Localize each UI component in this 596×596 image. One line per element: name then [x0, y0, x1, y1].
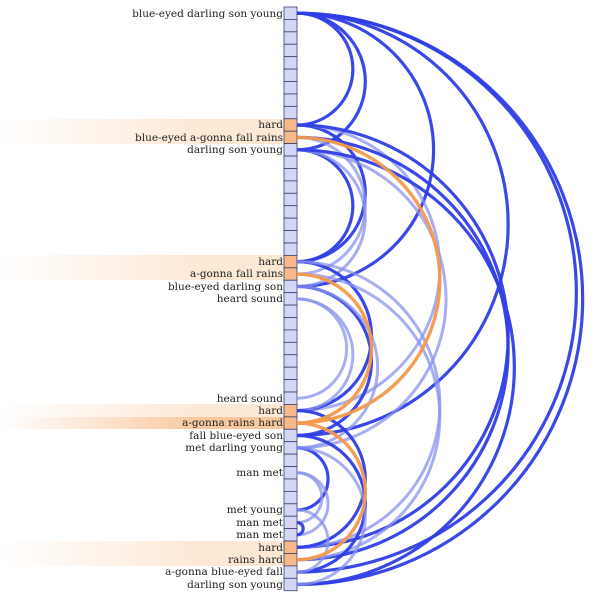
- row-cell: [283, 379, 298, 393]
- row-cell: [283, 416, 298, 430]
- row-cell: [283, 317, 298, 331]
- arc-blue: [296, 11, 436, 289]
- row-label: hard: [258, 255, 283, 268]
- row-cell: [283, 565, 298, 579]
- row-label: hard: [258, 404, 283, 417]
- row-cell: [283, 329, 298, 343]
- row-label: darling son young: [187, 578, 283, 591]
- row-cell: [283, 81, 298, 95]
- arc-light: [296, 471, 330, 537]
- row-cell: [283, 354, 298, 368]
- arc-blue: [296, 11, 355, 127]
- row-cell: [283, 279, 298, 294]
- row-cell: [283, 490, 298, 505]
- cell-column: [283, 6, 298, 592]
- highlight-band: [0, 553, 284, 566]
- row-cell: [283, 441, 298, 455]
- row-label: hard: [258, 541, 283, 554]
- row-cell: [283, 130, 298, 145]
- row-cell: [283, 56, 298, 70]
- row-cell: [283, 19, 298, 33]
- row-cell: [283, 6, 298, 20]
- row-cell: [283, 391, 298, 405]
- highlight-band: [0, 131, 284, 144]
- row-cell: [283, 528, 298, 542]
- row-cell: [283, 118, 298, 132]
- row-label: blue-eyed darling son: [167, 280, 283, 293]
- row-label: heard sound: [216, 392, 283, 405]
- highlight-band: [0, 404, 284, 417]
- arc-blue: [296, 148, 355, 264]
- row-label: hard: [258, 119, 283, 132]
- highlight-band: [0, 541, 284, 554]
- row-label: met darling young: [185, 442, 283, 455]
- row-cell: [283, 515, 298, 530]
- arc-blue: [296, 520, 305, 537]
- arc-light: [296, 446, 367, 587]
- arc-light: [296, 272, 442, 562]
- row-cell: [283, 217, 298, 231]
- row-cell: [283, 155, 298, 169]
- arc-blue: [296, 11, 585, 587]
- row-cell: [283, 453, 298, 467]
- row-label: a-gonna rains hard: [182, 417, 283, 430]
- arc-blue: [296, 135, 510, 562]
- row-label: blue-eyed darling son young: [132, 7, 283, 20]
- row-label: heard sound: [216, 293, 283, 306]
- row-cell: [283, 192, 298, 207]
- row-cell: [283, 143, 298, 157]
- row-cell: [283, 43, 298, 58]
- row-cell: [283, 341, 298, 356]
- row-label: man met: [236, 516, 283, 529]
- row-label: fall blue-eyed son: [189, 429, 283, 442]
- row-cell: [283, 478, 298, 492]
- highlight-band: [0, 416, 284, 430]
- row-cell: [283, 553, 298, 567]
- arc-blue: [296, 446, 330, 512]
- row-cell: [283, 205, 298, 219]
- row-cell: [283, 304, 298, 318]
- row-label: blue-eyed a-gonna fall rains: [135, 131, 283, 144]
- row-label: man met: [236, 467, 283, 480]
- row-cell: [283, 292, 298, 306]
- row-cell: [283, 428, 298, 443]
- row-cell: [283, 267, 298, 281]
- arc-orange: [296, 421, 368, 562]
- row-cell: [283, 540, 298, 554]
- row-cell: [283, 93, 298, 107]
- row-cell: [283, 68, 298, 82]
- row-cell: [283, 168, 298, 182]
- row-cell: [283, 577, 298, 592]
- highlight-band: [0, 255, 284, 268]
- row-cell: [283, 105, 298, 120]
- arc-light: [296, 148, 448, 450]
- arc-light: [296, 297, 355, 413]
- highlight-band: [0, 118, 284, 132]
- arc-light: [296, 297, 349, 400]
- row-label: met young: [226, 504, 283, 517]
- row-label: a-gonna fall rains: [190, 268, 283, 281]
- row-cell: [283, 366, 298, 380]
- row-cell: [283, 503, 298, 517]
- row-cell: [283, 254, 298, 269]
- arc-orange: [296, 272, 374, 425]
- arc-light: [296, 284, 380, 450]
- row-cell: [283, 242, 298, 256]
- row-cell: [283, 230, 298, 244]
- arc-light: [296, 508, 330, 574]
- arc-blue: [296, 148, 516, 587]
- arc-layer: [296, 11, 585, 587]
- row-label: a-gonna blue-eyed fall: [165, 566, 283, 579]
- row-label: rains hard: [228, 553, 283, 566]
- arc-orange: [296, 135, 442, 425]
- row-cell: [283, 466, 298, 480]
- row-label: darling son young: [187, 144, 283, 157]
- highlight-band: [0, 267, 284, 281]
- row-cell: [283, 180, 298, 194]
- row-cell: [283, 31, 298, 45]
- row-label: man met: [236, 529, 283, 542]
- row-cell: [283, 404, 298, 418]
